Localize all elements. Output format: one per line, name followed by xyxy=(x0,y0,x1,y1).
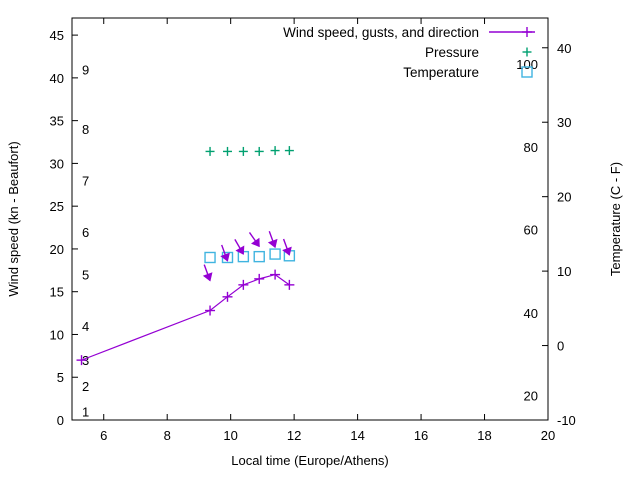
wind-direction-arrow xyxy=(267,231,278,249)
y2-tick-label: 20 xyxy=(557,190,571,205)
pressure-point xyxy=(254,146,264,156)
wind-speed-point xyxy=(76,355,87,366)
wind-direction-arrow xyxy=(220,244,230,262)
temperature-point xyxy=(204,251,216,264)
legend-label: Pressure xyxy=(425,45,479,60)
beaufort-label: 9 xyxy=(82,62,89,77)
beaufort-label: 2 xyxy=(82,379,89,394)
legend-label: Wind speed, gusts, and direction xyxy=(283,25,479,40)
wind-direction-arrow xyxy=(234,238,245,255)
y-tick-label: 30 xyxy=(50,156,64,171)
arrow-head xyxy=(282,246,292,256)
y-tick-label: 0 xyxy=(57,413,64,428)
y2-tick-label: 40 xyxy=(557,41,571,56)
plot-border xyxy=(71,17,549,421)
temperature-point xyxy=(269,248,281,260)
wind-speed-line xyxy=(81,273,290,361)
y2-axis-title: Temperature (C - F) xyxy=(608,162,623,276)
x-tick-label: 14 xyxy=(350,428,364,443)
beaufort-label: 6 xyxy=(82,225,89,240)
wind-direction-arrow xyxy=(202,264,213,282)
pressure-point xyxy=(205,146,215,156)
wind-speed-point xyxy=(238,279,249,290)
x-tick-label: 16 xyxy=(414,428,428,443)
y-tick-label: 5 xyxy=(57,370,64,385)
arrow-head xyxy=(251,237,260,248)
arrow-head xyxy=(235,245,245,255)
y2-tick-label: 0 xyxy=(557,339,564,354)
y2-tick-label: 30 xyxy=(557,115,571,130)
x-tick-label: 20 xyxy=(541,428,555,443)
wind-speed-point xyxy=(222,291,233,302)
wind-direction-arrow xyxy=(282,238,292,256)
beaufort-label: 5 xyxy=(82,268,89,283)
x-tick-label: 12 xyxy=(287,428,301,443)
wind-speed-point xyxy=(284,279,295,290)
wind-speed-point xyxy=(270,269,281,280)
pressure-point xyxy=(284,146,294,156)
y-tick-label: 35 xyxy=(50,114,64,129)
y-tick-label: 15 xyxy=(50,285,64,300)
x-tick-label: 6 xyxy=(100,428,107,443)
x-tick-label: 8 xyxy=(164,428,171,443)
pressure-point xyxy=(270,146,280,156)
y-tick-label: 20 xyxy=(50,242,64,257)
temperature-point xyxy=(253,250,265,263)
y-tick-label: 10 xyxy=(50,327,64,342)
fahrenheit-label: 80 xyxy=(524,140,538,155)
beaufort-label: 8 xyxy=(82,122,89,137)
pressure-point xyxy=(222,146,232,156)
beaufort-label: 7 xyxy=(82,174,89,189)
fahrenheit-label: 40 xyxy=(524,306,538,321)
legend-label: Temperature xyxy=(403,65,479,80)
legend-plus xyxy=(522,27,532,37)
arrow-head xyxy=(267,238,278,249)
fahrenheit-label: 100 xyxy=(516,57,538,72)
y2-tick-label: -10 xyxy=(557,413,576,428)
y-tick-label: 40 xyxy=(50,71,64,86)
wind-speed-point xyxy=(205,305,216,316)
beaufort-label: 1 xyxy=(82,404,89,419)
y2-tick-label: 10 xyxy=(557,264,571,279)
beaufort-label: 4 xyxy=(82,319,89,334)
x-tick-label: 18 xyxy=(477,428,491,443)
arrow-head xyxy=(220,252,230,262)
pressure-point xyxy=(238,146,248,156)
y-axis-title: Wind speed (kn - Beaufort) xyxy=(6,141,21,296)
x-axis-title: Local time (Europe/Athens) xyxy=(231,453,389,468)
y-tick-label: 25 xyxy=(50,199,64,214)
legend-plus xyxy=(522,47,532,57)
y-tick-label: 45 xyxy=(50,28,64,43)
fahrenheit-label: 20 xyxy=(524,388,538,403)
x-tick-label: 10 xyxy=(223,428,237,443)
wind-direction-arrow xyxy=(248,232,260,248)
wind-speed-point xyxy=(254,273,265,284)
legend-square xyxy=(521,66,533,78)
fahrenheit-label: 60 xyxy=(524,222,538,237)
arrow-head xyxy=(202,272,213,282)
